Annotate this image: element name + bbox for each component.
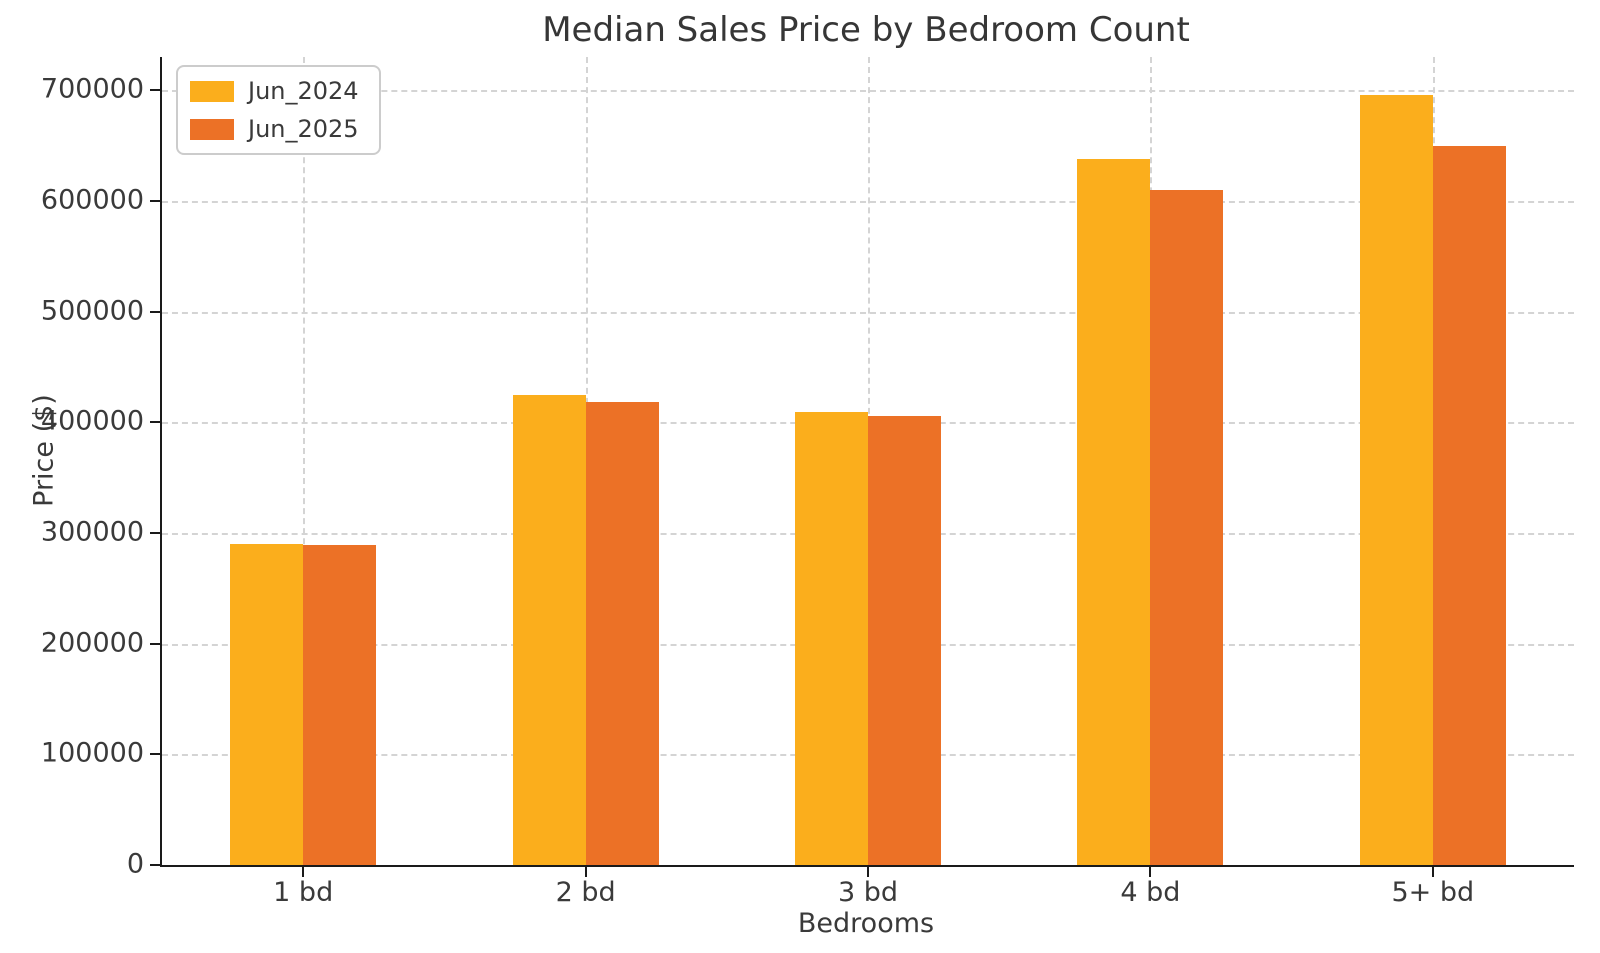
bar-jun_2024-4bd — [1077, 158, 1151, 865]
x-tick-label: 2 bd — [555, 877, 616, 908]
bar-jun_2025-3bd — [868, 415, 941, 865]
y-tick-mark — [150, 642, 160, 645]
y-tick-label: 700000 — [40, 73, 144, 105]
legend: Jun_2024 Jun_2025 — [176, 65, 381, 155]
chart-title: Median Sales Price by Bedroom Count — [542, 10, 1190, 50]
y-tick-label: 0 — [126, 848, 144, 880]
y-tick-label: 100000 — [40, 737, 144, 769]
y-tick-mark — [150, 89, 160, 92]
bar-jun_2024-3bd — [794, 412, 868, 865]
y-tick-label: 200000 — [40, 626, 144, 658]
legend-swatch-jun_2025 — [190, 118, 234, 140]
bar-jun_2025-1bd — [303, 545, 377, 865]
y-tick-label: 400000 — [40, 405, 144, 437]
y-axis-label: Price ($) — [28, 394, 60, 507]
y-tick-label: 300000 — [40, 516, 144, 548]
plot-area: Jun_2024 Jun_2025 0 100000 200000 300000 4000… — [41, 57, 1574, 908]
bar-jun_2025-4bd — [1150, 189, 1224, 865]
legend-swatch-jun_2024 — [190, 80, 234, 102]
y-tick-label: 600000 — [40, 184, 144, 216]
bar-jun_2024-1bd — [230, 544, 304, 865]
x-gridline — [303, 57, 306, 865]
x-tick-mark — [1431, 867, 1434, 877]
bar-jun_2024-5bd — [1359, 94, 1433, 865]
x-tick-mark — [302, 867, 305, 877]
y-tick-mark — [150, 199, 160, 202]
x-tick-label: 3 bd — [837, 877, 899, 908]
bar-jun_2024-2bd — [512, 394, 586, 865]
x-tick-mark — [867, 867, 869, 877]
legend-item: Jun_2025 — [190, 115, 359, 143]
x-tick-mark — [584, 867, 587, 877]
x-tick-label: 5+ bd — [1391, 877, 1475, 908]
y-tick-mark — [150, 864, 160, 866]
x-tick-label: 1 bd — [273, 877, 334, 908]
legend-label: Jun_2024 — [248, 77, 359, 105]
y-tick-label: 500000 — [40, 294, 144, 326]
bar-jun_2025-5bd — [1432, 145, 1506, 865]
x-axis-label: Bedrooms — [797, 908, 935, 939]
bar-jun_2025-2bd — [585, 402, 659, 865]
y-tick-mark — [150, 421, 160, 424]
legend-item: Jun_2024 — [190, 77, 359, 105]
y-tick-mark — [150, 531, 160, 534]
legend-label: Jun_2025 — [248, 115, 359, 143]
x-tick-mark — [1149, 867, 1152, 877]
y-tick-mark — [150, 310, 160, 313]
x-tick-label: 4 bd — [1120, 877, 1181, 908]
y-tick-mark — [150, 753, 160, 756]
